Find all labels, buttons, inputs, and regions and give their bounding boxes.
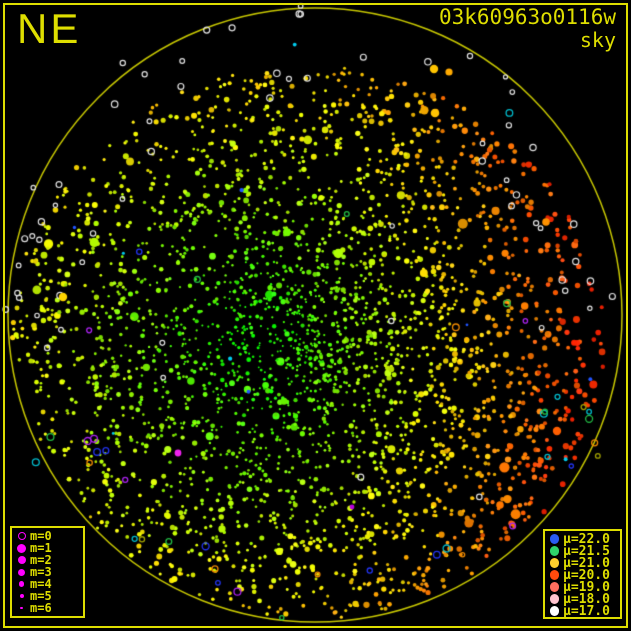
legend-item: μ=18.0 bbox=[546, 591, 619, 607]
mu-marker-icon bbox=[549, 534, 560, 544]
legend-item-label: μ=20.0 bbox=[563, 567, 610, 583]
legend-item-label: m=5 bbox=[30, 589, 52, 603]
legend-item-label: m=3 bbox=[30, 565, 52, 579]
legend-item: μ=19.0 bbox=[546, 579, 619, 595]
legend-item-label: μ=19.0 bbox=[563, 579, 610, 595]
mu-marker-icon bbox=[549, 570, 560, 580]
mu-marker-icon bbox=[549, 594, 560, 604]
legend-item: μ=21.5 bbox=[546, 543, 619, 559]
mu-marker-icon bbox=[549, 606, 560, 616]
legend-item: m=3 bbox=[13, 566, 82, 578]
magnitude-marker-icon bbox=[18, 568, 25, 576]
legend-item-label: μ=17.0 bbox=[563, 603, 610, 619]
surface-brightness-legend: μ=22.0 μ=21.5 μ=21.0 μ=20.0 μ=19.0 μ=18.… bbox=[543, 529, 622, 619]
legend-item: μ=22.0 bbox=[546, 531, 619, 547]
legend-item: m=0 bbox=[13, 530, 82, 542]
legend-item: μ=20.0 bbox=[546, 567, 619, 583]
legend-item: m=1 bbox=[13, 542, 82, 554]
plot-title: 03k60963o0116w bbox=[438, 5, 616, 29]
legend-item-label: m=4 bbox=[30, 577, 52, 591]
magnitude-marker-icon bbox=[17, 556, 26, 564]
mu-marker-icon bbox=[549, 558, 560, 568]
legend-item-label: μ=18.0 bbox=[563, 591, 610, 607]
orientation-label: NE bbox=[17, 5, 82, 52]
legend-item: μ=17.0 bbox=[546, 603, 619, 619]
legend-item-label: m=0 bbox=[30, 529, 52, 543]
mu-marker-icon bbox=[549, 546, 560, 556]
legend-item-label: μ=21.0 bbox=[563, 555, 610, 571]
magnitude-marker-icon bbox=[17, 532, 26, 540]
plot-subtitle: sky bbox=[579, 28, 616, 52]
legend-item-label: m=1 bbox=[30, 541, 52, 555]
magnitude-marker-icon bbox=[20, 606, 23, 610]
legend-item: m=4 bbox=[13, 578, 82, 590]
mu-marker-icon bbox=[549, 582, 560, 592]
magnitude-marker-icon bbox=[18, 581, 25, 587]
magnitude-marker-icon bbox=[19, 594, 24, 598]
legend-item-label: m=6 bbox=[30, 601, 52, 615]
legend-item: m=6 bbox=[13, 602, 82, 614]
legend-item: μ=21.0 bbox=[546, 555, 619, 571]
legend-item-label: μ=22.0 bbox=[563, 531, 610, 547]
legend-item-label: μ=21.5 bbox=[563, 543, 610, 559]
magnitude-legend: m=0 m=1 m=2 m=3 m=4 m=5 m=6 bbox=[10, 526, 85, 618]
legend-item-label: m=2 bbox=[30, 553, 52, 567]
legend-item: m=2 bbox=[13, 554, 82, 566]
legend-item: m=5 bbox=[13, 590, 82, 602]
magnitude-marker-icon bbox=[17, 543, 26, 553]
